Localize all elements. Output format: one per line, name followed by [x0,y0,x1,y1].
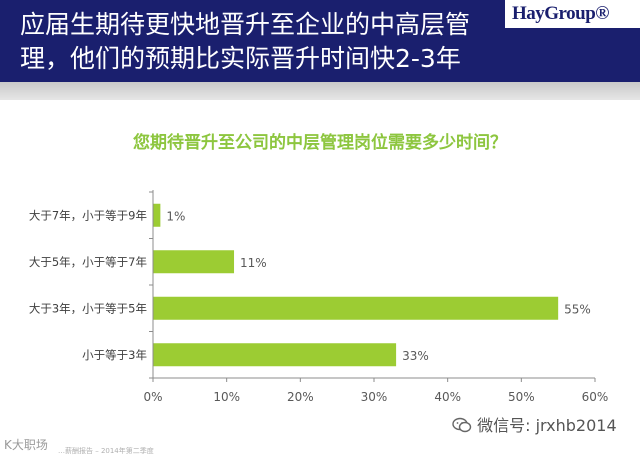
header-divider [0,82,640,100]
x-tick-label: 40% [434,390,461,404]
data-label: 33% [402,349,429,363]
footer-logo: K大职场 [4,438,48,452]
x-tick-label: 30% [361,390,388,404]
wechat-icon [452,417,472,433]
data-label: 1% [166,209,185,223]
category-label: 大于7年，小于等于9年 [29,208,147,222]
bar [153,296,559,320]
x-tick-label: 50% [508,390,535,404]
data-label: 11% [240,256,267,270]
category-label: 大于3年，小于等于5年 [29,301,147,315]
wechat-id: 微信号: jrxhb2014 [477,416,617,435]
haygroup-logo: HayGroup® [512,3,609,24]
wechat-watermark: 微信号: jrxhb2014 [452,412,617,436]
page-title-line2: 理，他们的预期比实际晋升时间快2-3年 [20,44,461,73]
x-tick-label: 0% [143,390,162,404]
category-label: 大于5年，小于等于7年 [29,255,147,269]
category-label: 小于等于3年 [82,348,147,362]
data-label: 55% [564,302,591,316]
bar-chart: 0% 10% 20% 30% 40% 50% 60% 大于7年，小于等于9年 1% 大于5年，小于… [29,190,609,404]
logo-box [505,0,640,28]
page-title: 应届生期待更快地晋升至企业的中高层管 理，他们的预期比实际晋升时间快2-3年 [20,8,500,76]
bar [153,250,235,274]
footer-source: …薪酬报告 – 2014年第二季度 [58,447,154,455]
x-tick-label: 10% [213,390,240,404]
chart-title: 您期待晋升至公司的中层管理岗位需要多少时间？ [133,133,507,153]
bar [153,203,161,227]
page-title-line1: 应届生期待更快地晋升至企业的中高层管 [20,10,471,39]
bar [153,343,397,367]
x-tick-label: 20% [287,390,314,404]
x-tick-label: 60% [582,390,609,404]
